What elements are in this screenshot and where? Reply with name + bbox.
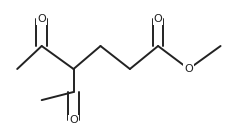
Text: O: O xyxy=(69,115,78,125)
Text: O: O xyxy=(184,64,193,74)
Text: O: O xyxy=(154,14,162,24)
Text: O: O xyxy=(37,14,46,24)
